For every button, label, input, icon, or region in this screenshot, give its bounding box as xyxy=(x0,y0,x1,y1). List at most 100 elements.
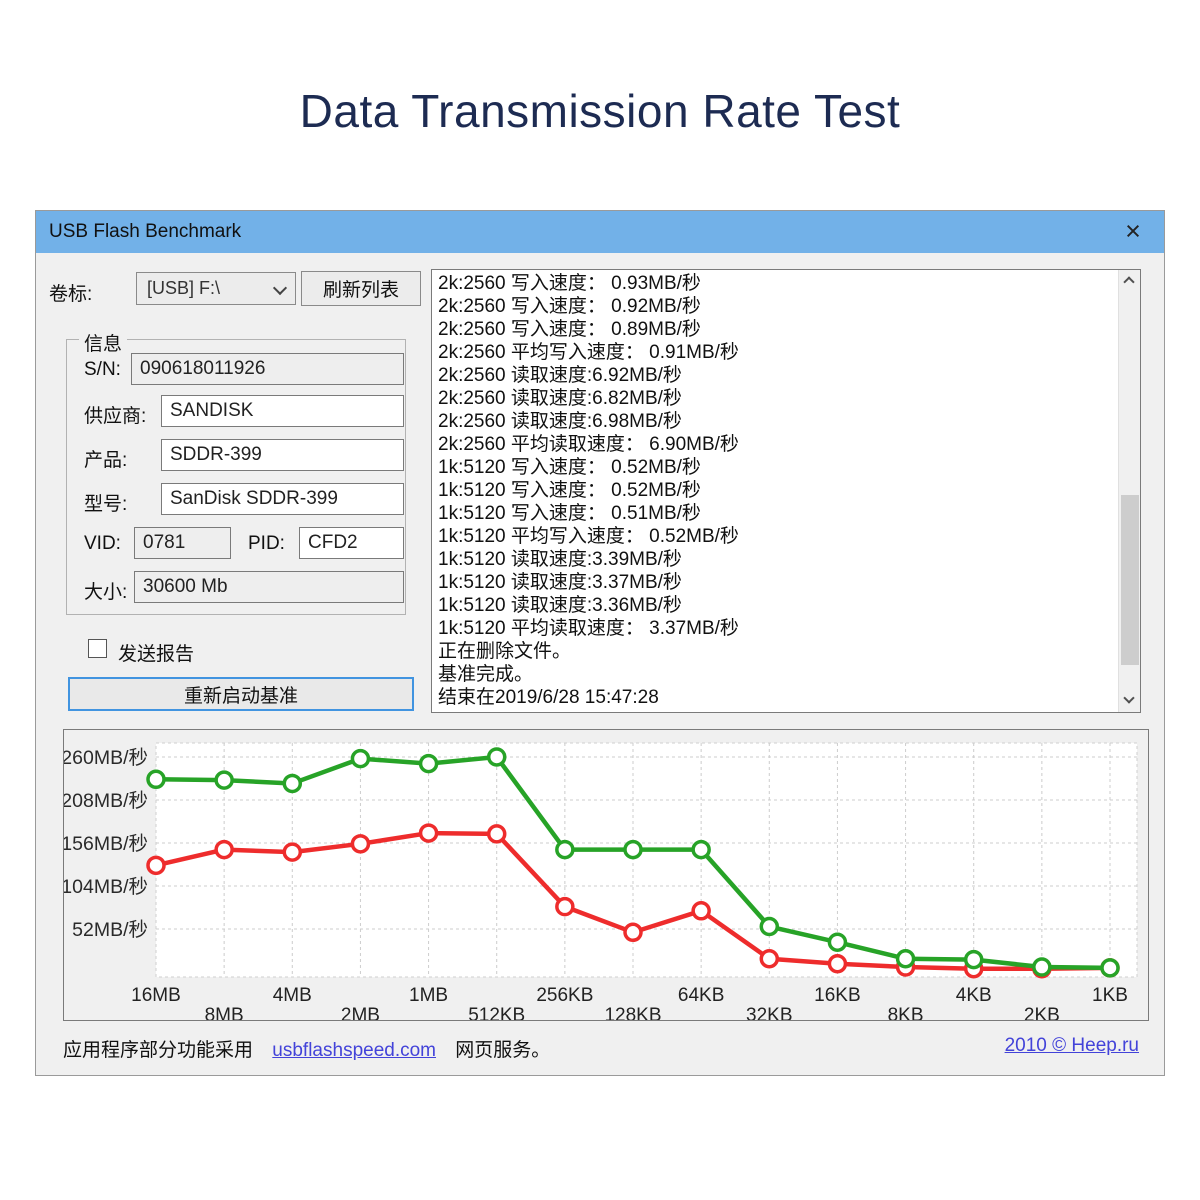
title-bar: USB Flash Benchmark × xyxy=(36,211,1164,253)
log-line: 2k:2560 读取速度:6.92MB/秒 xyxy=(438,365,682,386)
x-axis-label: 256KB xyxy=(536,985,593,1006)
log-line: 2k:2560 读取速度:6.82MB/秒 xyxy=(438,388,682,409)
refresh-list-button[interactable]: 刷新列表 xyxy=(301,271,421,306)
chevron-down-icon xyxy=(1123,692,1135,704)
restart-benchmark-label: 重新启动基准 xyxy=(183,685,298,707)
app-window: USB Flash Benchmark × 卷标: [USB] F:\ 刷新列表… xyxy=(35,210,1165,1076)
data-point-marker xyxy=(486,747,507,767)
model-label: 型号: xyxy=(84,494,128,515)
sn-value: 090618011926 xyxy=(140,358,266,379)
volume-label: 卷标: xyxy=(49,284,93,305)
data-point-marker xyxy=(895,949,916,969)
x-axis-label: 2KB xyxy=(1024,1005,1060,1020)
close-button[interactable]: × xyxy=(1116,215,1150,249)
product-field[interactable]: SDDR-399 xyxy=(161,439,404,471)
log-line: 1k:5120 平均读取速度： 3.37MB/秒 xyxy=(438,618,739,639)
data-point-marker xyxy=(555,839,575,860)
y-axis-label: 52MB/秒 xyxy=(72,919,148,941)
heep-link[interactable]: 2010 © Heep.ru xyxy=(1004,1035,1139,1056)
pid-label: PID: xyxy=(248,533,285,554)
window-title: USB Flash Benchmark xyxy=(49,221,242,242)
chevron-up-icon xyxy=(1123,276,1135,288)
scrollbar-thumb[interactable] xyxy=(1121,495,1139,665)
log-output[interactable]: 2k:2560 写入速度： 0.93MB/秒 2k:2560 写入速度： 0.92… xyxy=(431,269,1141,713)
sn-field[interactable]: 090618011926 xyxy=(131,353,404,385)
x-axis-label: 2MB xyxy=(341,1005,380,1020)
product-label: 产品: xyxy=(84,450,128,471)
log-line: 1k:5120 平均写入速度： 0.52MB/秒 xyxy=(438,526,739,547)
pid-value: CFD2 xyxy=(308,532,358,553)
data-point-marker xyxy=(214,770,234,790)
log-scrollbar[interactable] xyxy=(1118,270,1140,712)
y-axis-label: 260MB/秒 xyxy=(64,747,148,769)
chart-panel: 260MB/秒 208MB/秒 156MB/秒 104MB/秒 52MB/秒 16MB 8M… xyxy=(63,729,1149,1021)
footer-prefix: 应用程序部分功能采用 xyxy=(63,1040,254,1061)
size-field[interactable]: 30600 Mb xyxy=(134,571,404,603)
log-line: 2k:2560 写入速度： 0.89MB/秒 xyxy=(438,319,701,340)
pid-field[interactable]: CFD2 xyxy=(299,527,404,559)
log-line: 1k:5120 写入速度： 0.52MB/秒 xyxy=(438,480,701,501)
log-line: 1k:5120 写入速度： 0.52MB/秒 xyxy=(438,457,701,478)
x-axis-label: 64KB xyxy=(678,985,724,1006)
x-axis-label: 8KB xyxy=(888,1005,924,1020)
chevron-down-icon xyxy=(272,280,288,296)
data-point-marker xyxy=(350,834,371,854)
product-value: SDDR-399 xyxy=(170,444,262,465)
log-line: 2k:2560 平均读取速度： 6.90MB/秒 xyxy=(438,434,739,455)
usbflashspeed-link[interactable]: usbflashspeed.com xyxy=(272,1040,437,1061)
data-point-marker xyxy=(1032,957,1052,977)
volume-select-value: [USB] F:\ xyxy=(147,278,221,298)
log-line: 1k:5120 读取速度:3.37MB/秒 xyxy=(438,572,682,593)
data-point-marker xyxy=(691,901,711,921)
y-axis-label: 156MB/秒 xyxy=(64,833,148,855)
restart-benchmark-button[interactable]: 重新启动基准 xyxy=(68,677,414,711)
footer-suffix: 网页服务。 xyxy=(455,1040,551,1061)
log-line: 1k:5120 读取速度:3.36MB/秒 xyxy=(438,595,682,616)
send-report-checkbox[interactable] xyxy=(88,639,107,658)
data-point-marker xyxy=(282,842,303,862)
y-axis-label: 208MB/秒 xyxy=(64,790,148,812)
send-report-label: 发送报告 xyxy=(118,644,195,665)
data-point-marker xyxy=(623,922,643,943)
data-point-marker xyxy=(146,855,166,876)
log-line: 1k:5120 读取速度:3.39MB/秒 xyxy=(438,549,682,570)
x-axis-label: 32KB xyxy=(746,1005,792,1020)
footer-note: 应用程序部分功能采用 usbflashspeed.com 网页服务。 2010 … xyxy=(63,1035,1139,1062)
data-point-marker xyxy=(759,949,780,969)
data-point-marker xyxy=(1100,958,1120,978)
scroll-down-button[interactable] xyxy=(1119,690,1140,712)
volume-select[interactable]: [USB] F:\ xyxy=(136,272,296,305)
log-line: 正在删除文件。 xyxy=(438,641,572,662)
x-axis-label: 512KB xyxy=(468,1005,525,1020)
x-axis-label: 4KB xyxy=(956,985,992,1006)
data-point-marker xyxy=(691,839,711,860)
log-line: 2k:2560 写入速度： 0.92MB/秒 xyxy=(438,296,701,317)
log-line: 基准完成。 xyxy=(438,664,534,685)
log-line: 2k:2560 写入速度： 0.93MB/秒 xyxy=(438,273,701,294)
data-point-marker xyxy=(555,896,575,917)
vendor-value: SANDISK xyxy=(170,400,254,421)
data-point-marker xyxy=(963,949,984,970)
log-line: 2k:2560 读取速度:6.98MB/秒 xyxy=(438,411,682,432)
log-text: 2k:2560 写入速度： 0.93MB/秒 2k:2560 写入速度： 0.92… xyxy=(432,270,1118,709)
info-groupbox: 信息 xyxy=(66,329,406,615)
data-point-marker xyxy=(486,824,507,844)
data-point-marker xyxy=(623,839,643,860)
x-axis-label: 1MB xyxy=(409,985,448,1006)
info-groupbox-legend: 信息 xyxy=(79,329,128,356)
model-field[interactable]: SanDisk SDDR-399 xyxy=(161,483,404,515)
x-axis-label: 128KB xyxy=(604,1005,661,1020)
log-line: 2k:2560 平均写入速度： 0.91MB/秒 xyxy=(438,342,739,363)
scroll-up-button[interactable] xyxy=(1119,270,1140,292)
close-icon: × xyxy=(1125,216,1141,246)
chart-svg: 260MB/秒 208MB/秒 156MB/秒 104MB/秒 52MB/秒 16MB 8M… xyxy=(64,742,1138,1020)
x-axis-label: 16KB xyxy=(814,985,860,1006)
log-line: 结束在2019/6/28 15:47:28 xyxy=(438,687,659,708)
vid-field[interactable]: 0781 xyxy=(134,527,231,559)
vid-value: 0781 xyxy=(143,532,186,553)
vid-label: VID: xyxy=(84,533,121,554)
data-point-marker xyxy=(214,839,234,860)
model-value: SanDisk SDDR-399 xyxy=(170,488,338,509)
vendor-field[interactable]: SANDISK xyxy=(161,395,404,427)
y-axis-label: 104MB/秒 xyxy=(64,876,148,898)
